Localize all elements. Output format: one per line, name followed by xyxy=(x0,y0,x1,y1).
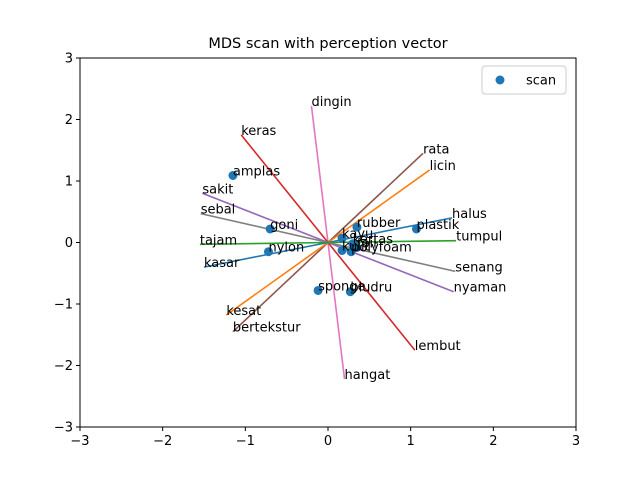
scan-point-nylon xyxy=(263,247,273,257)
y-tick-label: −1 xyxy=(54,298,73,313)
x-tick-label: 0 xyxy=(324,434,332,449)
point-label-foil: foil xyxy=(357,236,377,251)
point-label-rubber: rubber xyxy=(357,216,401,231)
x-tick-label: 3 xyxy=(572,434,580,449)
vector-label-bertekstur: bertekstur xyxy=(233,321,301,336)
vector-line-sakit xyxy=(202,192,329,244)
y-tick-label: 1 xyxy=(65,175,73,190)
vector-label-senang: senang xyxy=(455,260,502,275)
vector-label-sakit: sakit xyxy=(202,182,233,197)
vector-label-dingin: dingin xyxy=(311,95,351,110)
y-tick-label: 3 xyxy=(65,52,73,67)
legend-box xyxy=(481,65,567,95)
vector-label-kesat: kesat xyxy=(226,304,261,319)
vector-line-bertekstur xyxy=(232,241,329,333)
perception-vectors xyxy=(199,105,457,380)
vector-line-keras xyxy=(240,134,329,244)
vector-line-tajam xyxy=(199,241,329,246)
labels-layer: dingin hangat keras lembut rata bertekstur lic… xyxy=(200,95,507,383)
scan-point-plastik xyxy=(411,224,421,234)
vector-line-rata xyxy=(327,152,424,244)
scan-points xyxy=(228,170,421,297)
y-tick-label: 2 xyxy=(65,113,73,128)
vector-label-rata: rata xyxy=(423,142,449,157)
legend: scan xyxy=(481,65,567,95)
y-tick-label: 0 xyxy=(65,236,73,251)
point-label-bludru: bludru xyxy=(350,281,392,296)
y-tick-label: −3 xyxy=(54,421,73,436)
vector-line-licin xyxy=(327,169,431,244)
vector-label-lembut: lembut xyxy=(415,339,461,354)
vector-line-senang xyxy=(327,241,456,273)
chart-title: MDS scan with perception vector xyxy=(208,36,447,52)
vector-line-sebal xyxy=(200,212,329,244)
vector-line-lembut xyxy=(327,241,416,351)
y-tick-label: −2 xyxy=(54,359,73,374)
vector-label-sebal: sebal xyxy=(201,203,236,218)
x-tick-label: 1 xyxy=(407,434,415,449)
scan-point-kulit xyxy=(337,245,347,255)
vector-line-halus xyxy=(327,217,453,244)
scan-point-goni xyxy=(265,224,275,234)
point-label-goni: goni xyxy=(270,218,298,233)
scan-point-foil xyxy=(352,242,362,252)
scan-point-amplas xyxy=(228,170,238,180)
scan-point-sponge xyxy=(313,285,323,295)
point-label-plastik: plastik xyxy=(416,218,459,233)
vector-label-tumpul: tumpul xyxy=(456,230,502,245)
vector-label-halus: halus xyxy=(452,207,487,222)
scan-point-rubber xyxy=(352,222,362,232)
vector-label-kasar: kasar xyxy=(204,256,240,271)
vector-label-hangat: hangat xyxy=(345,368,391,383)
vector-label-licin: licin xyxy=(430,159,456,174)
vector-label-keras: keras xyxy=(241,124,276,139)
point-label-kayu: kayu xyxy=(342,227,373,242)
vector-label-tajam: tajam xyxy=(200,233,237,248)
x-tick-label: −1 xyxy=(236,434,255,449)
point-label-kertas: kertas xyxy=(353,233,393,248)
point-label-polyfoam: polyfoam xyxy=(351,241,412,256)
axis-ticks: −3 −2 −1 0 1 2 3 −3 −2 −1 0 1 2 3 xyxy=(54,52,580,450)
point-label-kulit: kulit xyxy=(342,239,370,254)
point-label-nylon: nylon xyxy=(268,241,304,256)
scan-point-bludru xyxy=(345,287,355,297)
legend-marker-scan xyxy=(495,75,505,85)
point-label-amplas: amplas xyxy=(233,164,280,179)
vector-line-dingin xyxy=(310,105,329,243)
scan-point-kayu xyxy=(337,233,347,243)
point-label-sponge: sponge xyxy=(318,279,365,294)
vector-line-kesat xyxy=(225,241,329,316)
vector-line-hangat xyxy=(327,242,346,380)
legend-label-scan: scan xyxy=(526,74,556,89)
x-tick-label: −2 xyxy=(153,434,172,449)
vector-label-nyaman: nyaman xyxy=(454,281,507,296)
x-tick-label: −3 xyxy=(70,434,89,449)
x-tick-label: 2 xyxy=(489,434,497,449)
